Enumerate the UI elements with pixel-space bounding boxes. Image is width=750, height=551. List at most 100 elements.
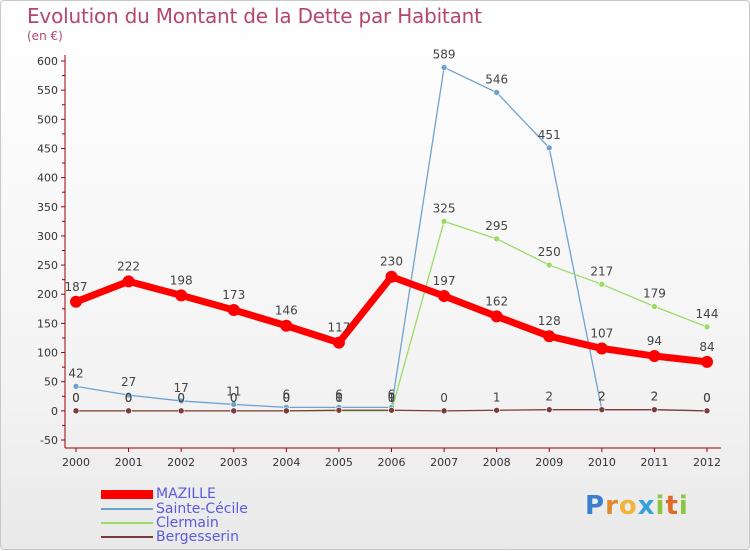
data-point-1 <box>493 89 500 96</box>
data-point-3 <box>230 407 238 415</box>
data-label-2: 0 <box>177 391 185 405</box>
data-label-3: 0 <box>230 391 238 405</box>
data-label-3: 0 <box>703 391 711 405</box>
data-label-2: 0 <box>335 391 343 405</box>
legend-item-bergesserin: Bergesserin <box>101 529 361 545</box>
legend-swatch-clermain <box>101 522 153 524</box>
data-point-2 <box>545 261 553 269</box>
data-point-3 <box>388 406 395 414</box>
data-label-2: 295 <box>485 219 508 233</box>
y-tick-label: 500 <box>37 113 58 126</box>
data-point-0 <box>438 289 451 302</box>
data-label-0: 146 <box>275 304 298 318</box>
data-label-2: 144 <box>696 307 719 321</box>
data-label-3: 0 <box>125 391 133 405</box>
series-line-0 <box>72 273 711 366</box>
y-tick-label: -50 <box>40 434 58 447</box>
x-tick-label: 2000 <box>62 456 90 469</box>
data-label-2: 217 <box>590 264 613 278</box>
data-label-1: 27 <box>121 375 136 389</box>
x-tick-label: 2001 <box>115 456 143 469</box>
proxiti-logo: Proxiti <box>585 491 689 521</box>
data-label-3: 0 <box>177 391 185 405</box>
data-point-1 <box>545 144 553 152</box>
data-point-2 <box>493 235 500 243</box>
data-point-2 <box>598 281 606 288</box>
y-tick-label: 150 <box>37 317 58 330</box>
y-tick-label: 0 <box>51 405 58 418</box>
legend-label-clermain: Clermain <box>156 515 219 531</box>
unit-label: (en €) <box>27 29 63 43</box>
data-label-3: 1 <box>335 390 343 404</box>
y-tick-label: 100 <box>37 347 58 360</box>
legend-swatch-bergesserin <box>101 536 153 538</box>
data-point-2 <box>440 218 448 225</box>
y-tick-label: 300 <box>37 230 58 243</box>
chart-title: Evolution du Montant de la Dette par Hab… <box>27 4 482 28</box>
data-label-1: 6 <box>283 387 291 401</box>
y-tick-label: 600 <box>37 55 58 68</box>
data-label-1: 6 <box>388 387 396 401</box>
data-label-3: 2 <box>545 390 553 404</box>
y-tick-label: 550 <box>37 84 58 97</box>
data-label-1: 546 <box>485 72 508 86</box>
data-point-0 <box>385 270 398 283</box>
y-tick-label: 200 <box>37 288 58 301</box>
data-point-3 <box>545 406 553 413</box>
data-point-1 <box>177 397 185 405</box>
x-tick-label: 2007 <box>430 456 458 469</box>
x-tick-label: 2008 <box>483 456 511 469</box>
x-tick-label: 2002 <box>167 456 195 469</box>
data-point-2 <box>703 323 711 331</box>
data-point-1 <box>440 64 448 71</box>
data-point-0 <box>595 342 608 355</box>
data-label-0: 162 <box>485 294 508 308</box>
data-point-3 <box>440 407 448 415</box>
data-point-2 <box>651 303 658 310</box>
data-label-3: 2 <box>598 390 606 404</box>
data-point-0 <box>122 275 135 288</box>
data-point-3 <box>283 407 290 415</box>
data-label-1: 589 <box>433 47 456 61</box>
y-tick-label: 50 <box>44 376 58 389</box>
data-label-2: 0 <box>388 391 396 405</box>
data-point-3 <box>72 407 80 415</box>
data-point-3 <box>598 406 606 413</box>
x-tick-label: 2005 <box>325 456 353 469</box>
x-tick-label: 2009 <box>535 456 563 469</box>
data-point-3 <box>651 406 658 413</box>
y-tick-label: 250 <box>37 259 58 272</box>
y-tick-label: 350 <box>37 201 58 214</box>
legend-label-sainte-cecile: Sainte-Cécile <box>156 501 248 517</box>
legend-item-clermain: Clermain <box>101 515 361 531</box>
data-point-3 <box>703 407 711 415</box>
legend-item-mazille: MAZILLE <box>101 486 361 502</box>
legend-item-sainte-cecile: Sainte-Cécile <box>101 501 361 517</box>
data-point-3 <box>177 407 185 415</box>
data-label-3: 0 <box>283 391 291 405</box>
data-point-3 <box>125 407 132 415</box>
data-point-1 <box>230 401 238 408</box>
y-tick-label: 400 <box>37 172 58 185</box>
data-point-0 <box>490 310 503 323</box>
data-label-1: 11 <box>226 384 241 398</box>
y-tick-label: 450 <box>37 142 58 155</box>
data-label-1: 451 <box>538 128 561 142</box>
data-point-0 <box>648 350 661 363</box>
data-label-0: 107 <box>590 326 613 340</box>
data-point-0 <box>175 289 188 302</box>
data-label-2: 179 <box>643 286 666 300</box>
data-point-0 <box>701 355 713 368</box>
data-point-3 <box>493 406 500 414</box>
data-point-0 <box>70 295 82 308</box>
x-tick-label: 2011 <box>640 456 668 469</box>
data-label-1: 17 <box>174 381 189 395</box>
data-label-2: 325 <box>433 201 456 215</box>
data-label-3: 0 <box>440 391 448 405</box>
data-point-0 <box>332 336 345 349</box>
data-point-1 <box>72 383 80 390</box>
data-label-2: 0 <box>72 391 80 405</box>
data-label-1: 6 <box>335 387 343 401</box>
data-point-0 <box>543 330 556 343</box>
